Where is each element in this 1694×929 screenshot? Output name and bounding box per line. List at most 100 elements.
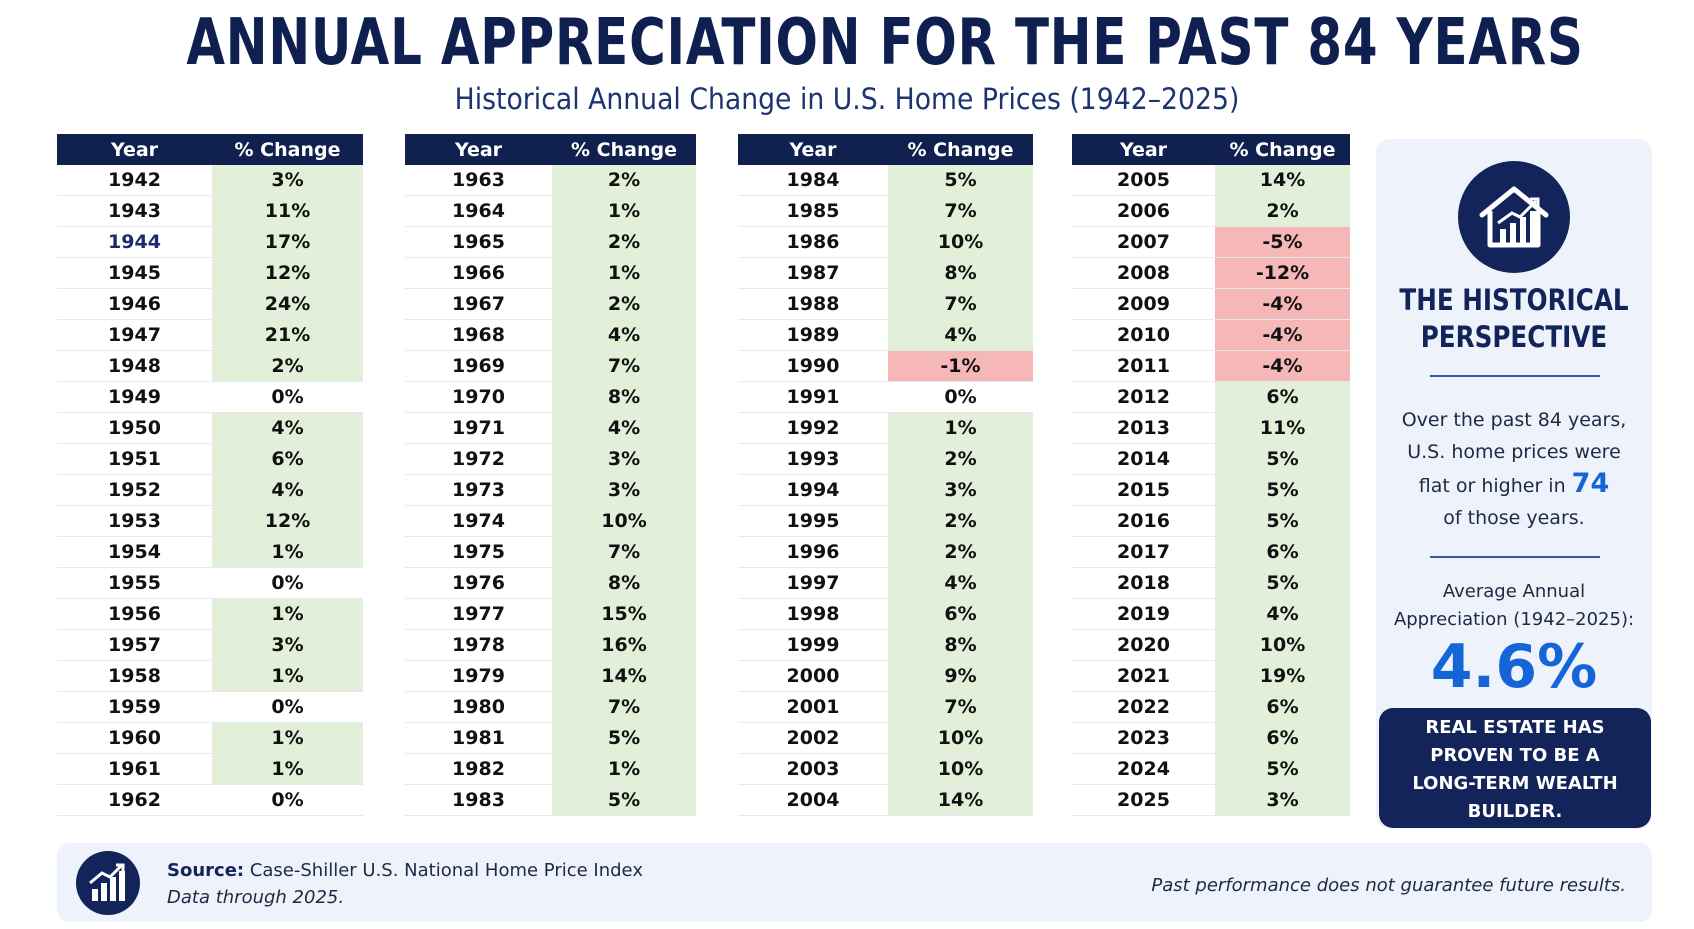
change-cell: 3% bbox=[552, 443, 696, 475]
change-cell: 7% bbox=[888, 195, 1033, 227]
table-row: 2007 -5% bbox=[1072, 226, 1350, 258]
change-cell: 0% bbox=[212, 691, 363, 723]
table-row: 1995 2% bbox=[738, 505, 1033, 537]
table-row: 2024 5% bbox=[1072, 753, 1350, 785]
change-cell: 1% bbox=[212, 753, 363, 785]
table-row: 1992 1% bbox=[738, 412, 1033, 444]
year-cell: 1968 bbox=[405, 319, 552, 351]
table-row: 1973 3% bbox=[405, 474, 696, 506]
bar-chart-icon bbox=[76, 851, 140, 915]
change-cell: 2% bbox=[552, 226, 696, 258]
table-row: 1984 5% bbox=[738, 165, 1033, 196]
change-cell: 1% bbox=[552, 257, 696, 289]
year-cell: 1971 bbox=[405, 412, 552, 444]
change-cell: -4% bbox=[1215, 288, 1350, 320]
year-cell: 1944 bbox=[57, 226, 212, 258]
year-cell: 1981 bbox=[405, 722, 552, 754]
table-row: 2004 14% bbox=[738, 784, 1033, 816]
years-count: 74 bbox=[1571, 468, 1610, 499]
change-cell: 24% bbox=[212, 288, 363, 320]
column-header-change: % Change bbox=[212, 134, 363, 165]
change-cell: 8% bbox=[888, 629, 1033, 661]
table-row: 1986 10% bbox=[738, 226, 1033, 258]
year-cell: 1972 bbox=[405, 443, 552, 475]
year-cell: 1980 bbox=[405, 691, 552, 723]
year-cell: 2004 bbox=[738, 784, 888, 816]
table-row: 1997 4% bbox=[738, 567, 1033, 599]
year-cell: 2002 bbox=[738, 722, 888, 754]
change-cell: 3% bbox=[552, 474, 696, 506]
table-row: 1970 8% bbox=[405, 381, 696, 413]
divider bbox=[1430, 375, 1600, 377]
year-cell: 2016 bbox=[1072, 505, 1215, 537]
year-cell: 1967 bbox=[405, 288, 552, 320]
year-cell: 1961 bbox=[57, 753, 212, 785]
year-cell: 1957 bbox=[57, 629, 212, 661]
table-row: 2025 3% bbox=[1072, 784, 1350, 816]
change-cell: 8% bbox=[888, 257, 1033, 289]
table-row: 2008 -12% bbox=[1072, 257, 1350, 289]
change-cell: 6% bbox=[1215, 722, 1350, 754]
year-cell: 1946 bbox=[57, 288, 212, 320]
table-row: 1966 1% bbox=[405, 257, 696, 289]
year-cell: 2003 bbox=[738, 753, 888, 785]
table-row: 2016 5% bbox=[1072, 505, 1350, 537]
year-cell: 1942 bbox=[57, 165, 212, 196]
year-cell: 1984 bbox=[738, 165, 888, 196]
year-cell: 2010 bbox=[1072, 319, 1215, 351]
table-row: 1969 7% bbox=[405, 350, 696, 382]
year-cell: 2011 bbox=[1072, 350, 1215, 382]
change-cell: 2% bbox=[888, 505, 1033, 537]
footer-panel bbox=[57, 843, 1652, 922]
change-cell: 10% bbox=[552, 505, 696, 537]
year-cell: 1985 bbox=[738, 195, 888, 227]
change-cell: 4% bbox=[552, 412, 696, 444]
change-cell: 12% bbox=[212, 505, 363, 537]
table-row: 1949 0% bbox=[57, 381, 363, 413]
table-row: 2002 10% bbox=[738, 722, 1033, 754]
table-row: 1982 1% bbox=[405, 753, 696, 785]
year-cell: 1993 bbox=[738, 443, 888, 475]
year-cell: 1956 bbox=[57, 598, 212, 630]
year-cell: 1951 bbox=[57, 443, 212, 475]
year-cell: 2007 bbox=[1072, 226, 1215, 258]
column-header-year: Year bbox=[738, 134, 888, 165]
table-row: 1985 7% bbox=[738, 195, 1033, 227]
change-cell: -4% bbox=[1215, 350, 1350, 382]
year-cell: 2005 bbox=[1072, 165, 1215, 196]
year-cell: 2022 bbox=[1072, 691, 1215, 723]
change-cell: -5% bbox=[1215, 226, 1350, 258]
change-cell: 8% bbox=[552, 567, 696, 599]
year-cell: 2025 bbox=[1072, 784, 1215, 816]
year-cell: 2018 bbox=[1072, 567, 1215, 599]
year-cell: 2024 bbox=[1072, 753, 1215, 785]
year-cell: 1953 bbox=[57, 505, 212, 537]
table-row: 2010 -4% bbox=[1072, 319, 1350, 351]
table-row: 1998 6% bbox=[738, 598, 1033, 630]
table-row: 2001 7% bbox=[738, 691, 1033, 723]
table-row: 1964 1% bbox=[405, 195, 696, 227]
table-row: 1993 2% bbox=[738, 443, 1033, 475]
sidebar-text: Over the past 84 years, U.S. home prices… bbox=[1401, 409, 1627, 529]
change-cell: 3% bbox=[212, 629, 363, 661]
change-cell: 1% bbox=[212, 598, 363, 630]
year-cell: 1973 bbox=[405, 474, 552, 506]
column-header-change: % Change bbox=[1215, 134, 1350, 165]
year-cell: 1947 bbox=[57, 319, 212, 351]
year-cell: 1986 bbox=[738, 226, 888, 258]
callout-box: REAL ESTATE HAS PROVEN TO BE A LONG-TERM… bbox=[1379, 708, 1651, 828]
year-cell: 2014 bbox=[1072, 443, 1215, 475]
year-cell: 2013 bbox=[1072, 412, 1215, 444]
page-subtitle: Historical Annual Change in U.S. Home Pr… bbox=[454, 82, 1240, 116]
table-row: 1951 6% bbox=[57, 443, 363, 475]
table-row: 1971 4% bbox=[405, 412, 696, 444]
change-cell: 17% bbox=[212, 226, 363, 258]
year-cell: 2009 bbox=[1072, 288, 1215, 320]
table-row: 1994 3% bbox=[738, 474, 1033, 506]
year-cell: 1943 bbox=[57, 195, 212, 227]
year-cell: 1991 bbox=[738, 381, 888, 413]
table-row: 2015 5% bbox=[1072, 474, 1350, 506]
year-cell: 1962 bbox=[57, 784, 212, 816]
year-cell: 1999 bbox=[738, 629, 888, 661]
source-note: Source: Case-Shiller U.S. National Home … bbox=[167, 860, 643, 908]
